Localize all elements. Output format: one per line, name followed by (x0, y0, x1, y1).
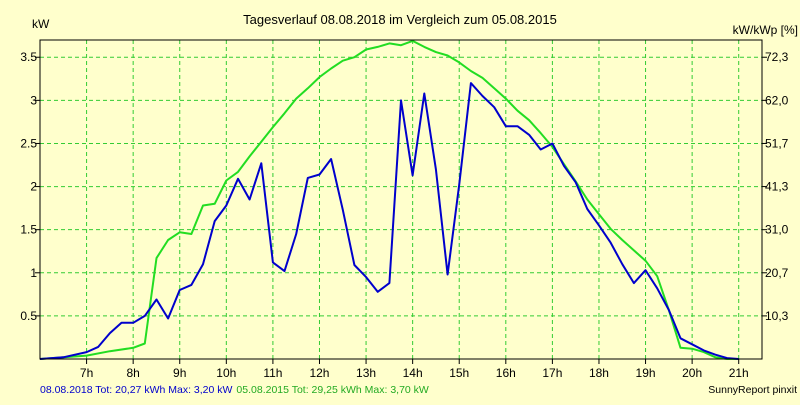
y2-tick-label: 31,0 (765, 223, 789, 237)
legend-series-2018: 08.08.2018 Tot: 20,27 kWh Max: 3,20 kW (40, 384, 233, 396)
y2-tick-label: 20,7 (765, 266, 789, 280)
x-tick-label: 19h (636, 366, 656, 380)
y2-tick-label: 62,0 (765, 93, 789, 107)
footer: 08.08.2018 Tot: 20,27 kWh Max: 3,20 kW 05… (40, 384, 797, 396)
y2-tick-label: 51,7 (765, 136, 789, 150)
y-tick-label: 2.5 (20, 136, 37, 150)
y2-tick-label: 72,3 (765, 50, 789, 64)
plot-frame (39, 39, 763, 360)
x-tick-label: 7h (80, 366, 93, 380)
y2-tick-label: 10,3 (765, 309, 789, 323)
y-tick-label: 3.5 (20, 50, 37, 64)
x-tick-label: 8h (126, 366, 139, 380)
x-tick-label: 13h (356, 366, 376, 380)
y-tick-label: 1 (30, 266, 37, 280)
x-tick-label: 12h (309, 366, 329, 380)
x-tick-label: 20h (682, 366, 702, 380)
y2-tick-label: 41,3 (765, 180, 789, 194)
y-tick-label: 2 (30, 180, 37, 194)
series-line-2018 (39, 82, 739, 360)
y-tick-label: 1.5 (20, 223, 37, 237)
x-tick-label: 10h (216, 366, 236, 380)
x-tick-label: 18h (589, 366, 609, 380)
footer-legend: 08.08.2018 Tot: 20,27 kWh Max: 3,20 kW 05… (40, 384, 429, 396)
x-tick-label: 14h (403, 366, 423, 380)
x-tick-label: 9h (173, 366, 186, 380)
footer-credit: SunnyReport pinxit (708, 384, 797, 396)
legend-series-2015: 05.08.2015 Tot: 29,25 kWh Max: 3,70 kW (236, 384, 429, 396)
axis-layer: 7h 8h 9h 10h 11h 12h 13h 14h 15h 16h 17h 18h 19h 20h 2… (20, 50, 788, 380)
y-tick-label: 0.5 (20, 309, 37, 323)
chart-title: Tagesverlauf 08.08.2018 im Vergleich zum… (243, 12, 557, 27)
series-line-2015 (39, 39, 739, 360)
x-tick-label: 21h (729, 366, 749, 380)
y-tick-label: 3 (30, 93, 37, 107)
x-tick-label: 16h (496, 366, 516, 380)
x-tick-label: 15h (449, 366, 469, 380)
y-axis-label: kW (32, 17, 50, 31)
series-layer (39, 39, 739, 360)
x-tick-label: 11h (263, 366, 282, 380)
x-tick-label: 17h (542, 366, 562, 380)
y2-axis-label: kW/kWp [%] (733, 23, 798, 37)
